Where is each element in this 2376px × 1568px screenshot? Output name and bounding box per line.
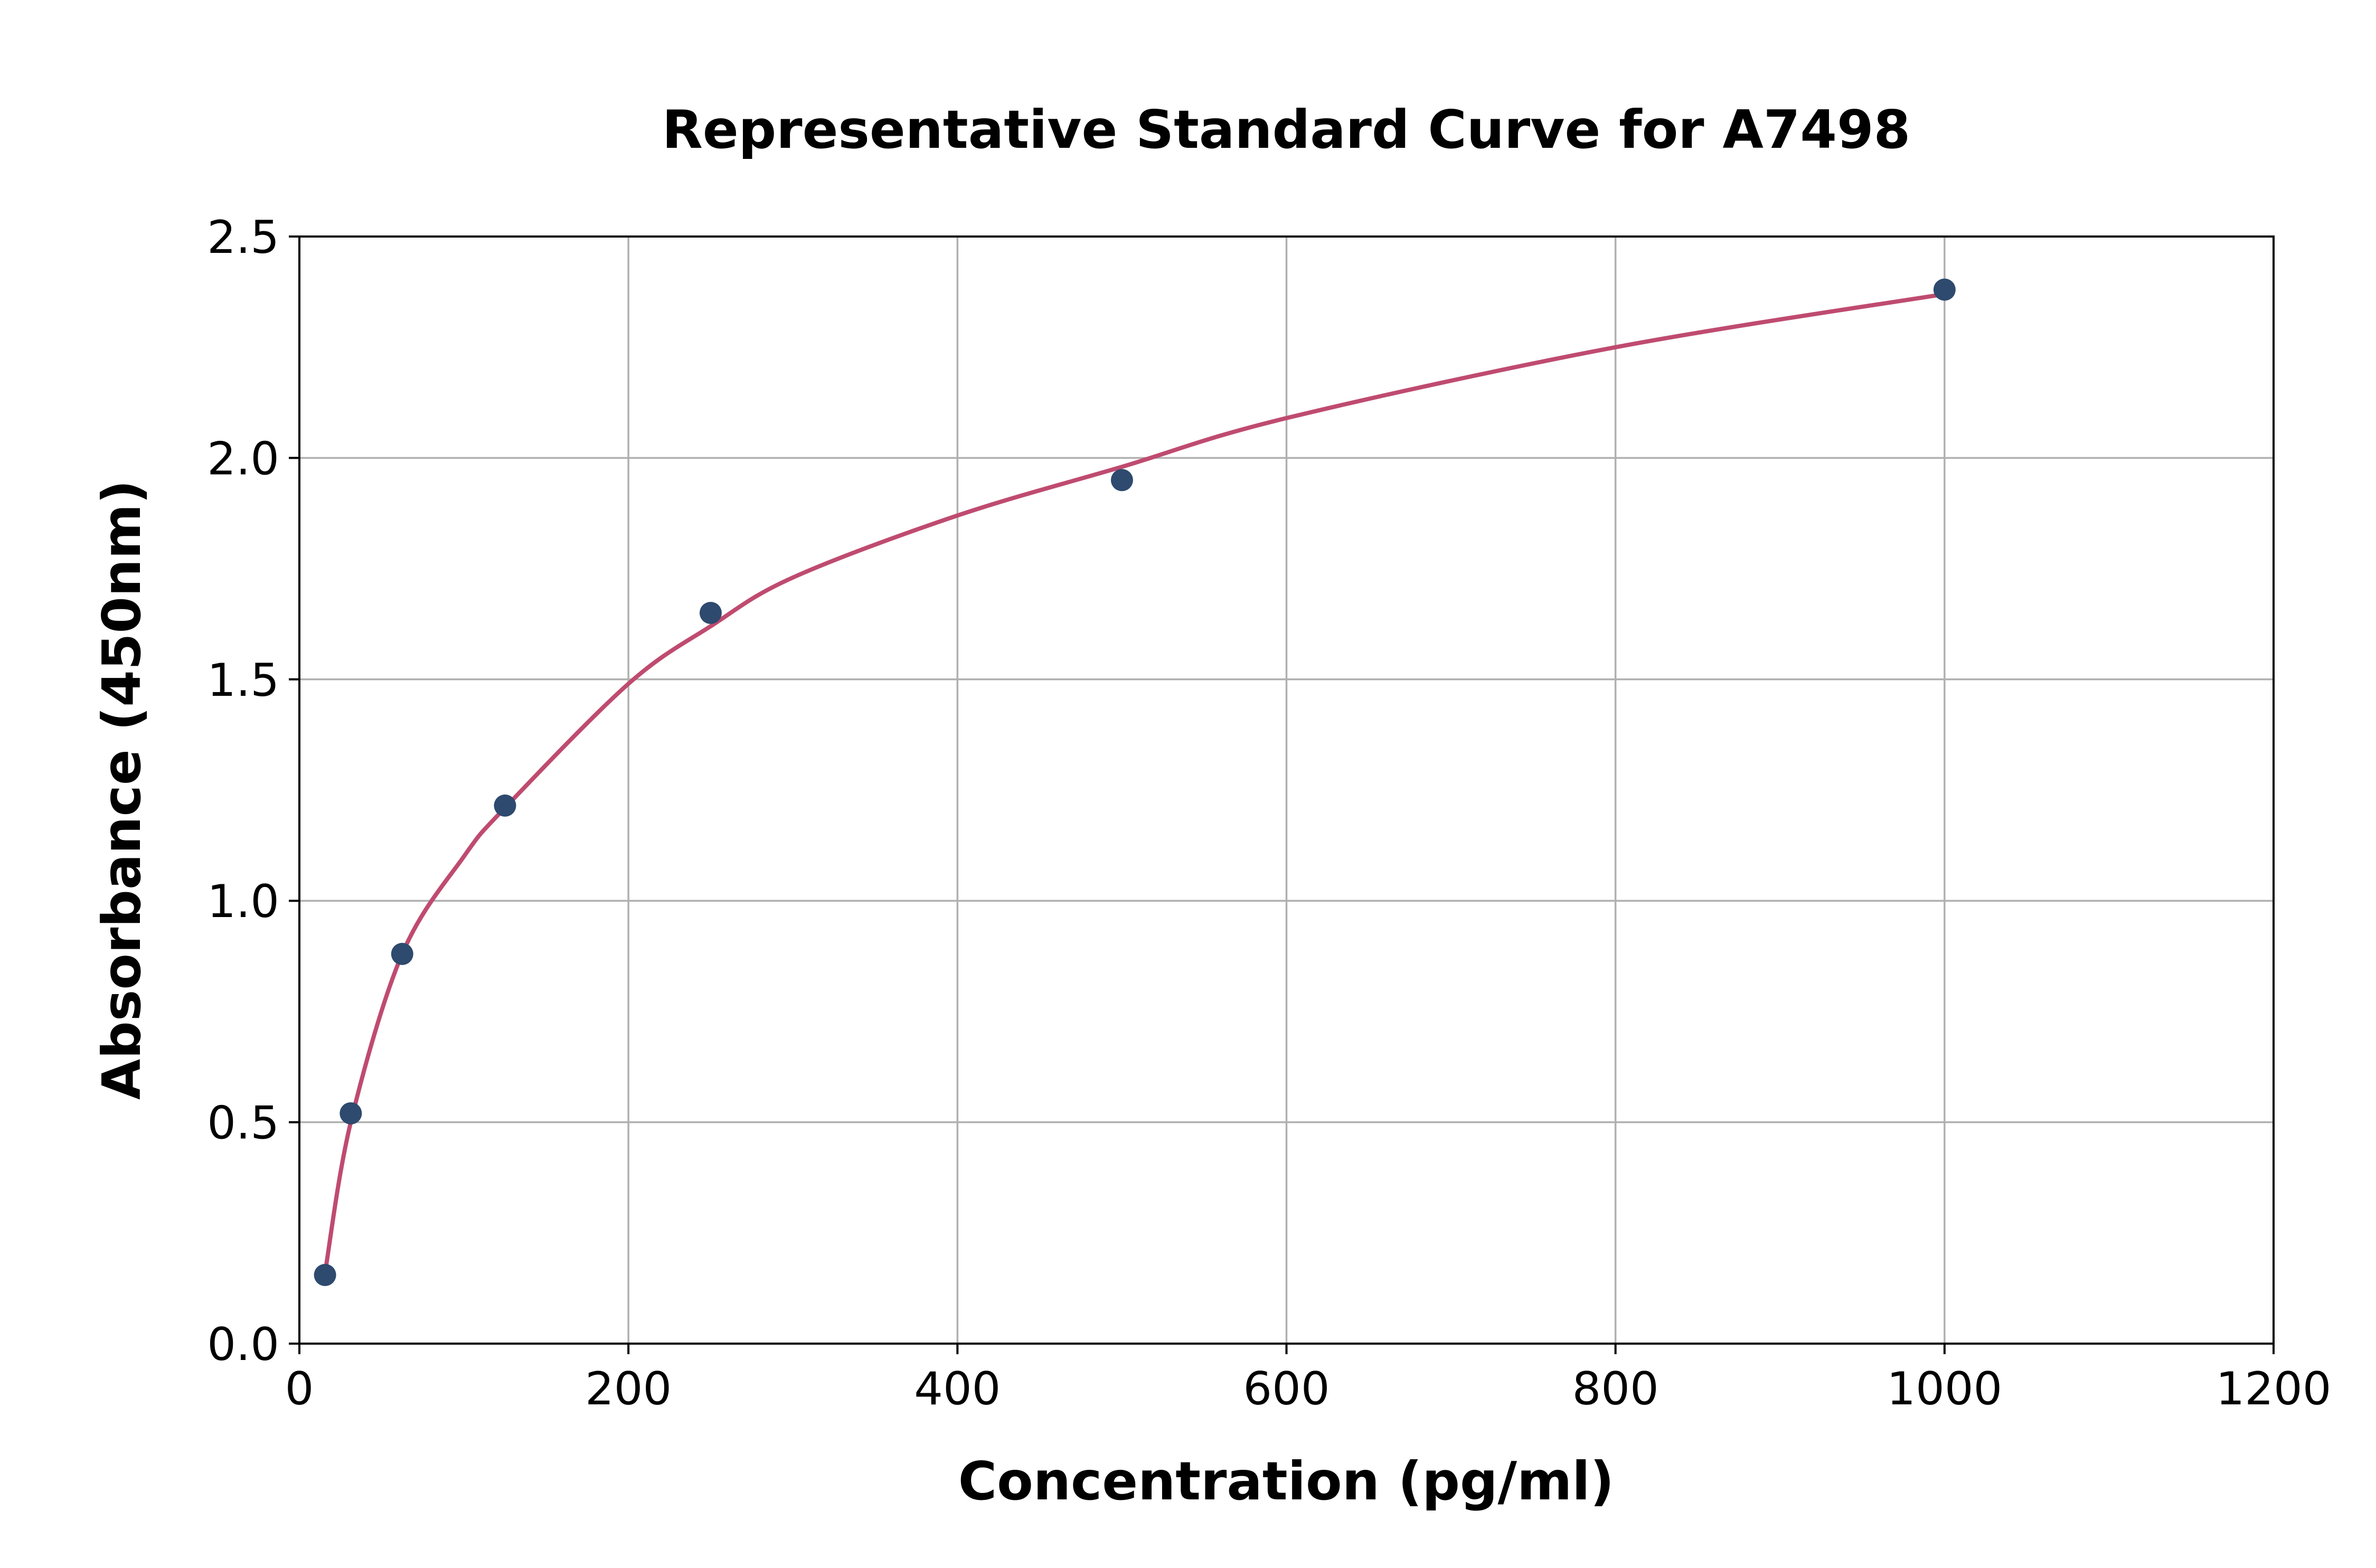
x-tick-label: 800 <box>1572 1363 1659 1415</box>
data-point <box>494 794 516 817</box>
x-tick-label: 1000 <box>1887 1363 2002 1415</box>
x-tick-label: 200 <box>585 1363 672 1415</box>
chart-title: Representative Standard Curve for A7498 <box>662 99 1910 160</box>
data-points-group <box>314 278 1956 1286</box>
y-tick-label: 0.0 <box>207 1318 279 1371</box>
y-tick-label: 2.5 <box>207 211 279 264</box>
y-tick-label: 1.5 <box>207 654 279 707</box>
x-tick-label: 1200 <box>2216 1363 2332 1415</box>
y-tick-label: 0.5 <box>207 1097 279 1150</box>
x-tick-label: 600 <box>1243 1363 1330 1415</box>
gridlines <box>298 235 2275 1345</box>
x-tick-label: 400 <box>914 1363 1001 1415</box>
data-point <box>340 1102 362 1125</box>
data-point <box>699 601 722 624</box>
y-tick-label: 2.0 <box>207 432 279 485</box>
y-tick-label: 1.0 <box>207 875 279 928</box>
x-tick-label: 0 <box>285 1363 314 1415</box>
data-point <box>391 942 413 965</box>
x-axis-label: Concentration (pg/ml) <box>958 1450 1615 1512</box>
x-axis-ticks: 0 200 400 600 800 1000 1200 <box>285 1344 2332 1415</box>
y-axis-label: Absorbance (450nm) <box>91 480 153 1100</box>
fit-curve-line <box>323 292 1945 1273</box>
fit-curve-group <box>323 292 1945 1273</box>
data-point <box>314 1263 336 1286</box>
data-point <box>1110 469 1133 492</box>
data-point <box>1933 278 1956 301</box>
y-axis-ticks: 0.0 0.5 1.0 1.5 2.0 2.5 <box>207 211 299 1371</box>
